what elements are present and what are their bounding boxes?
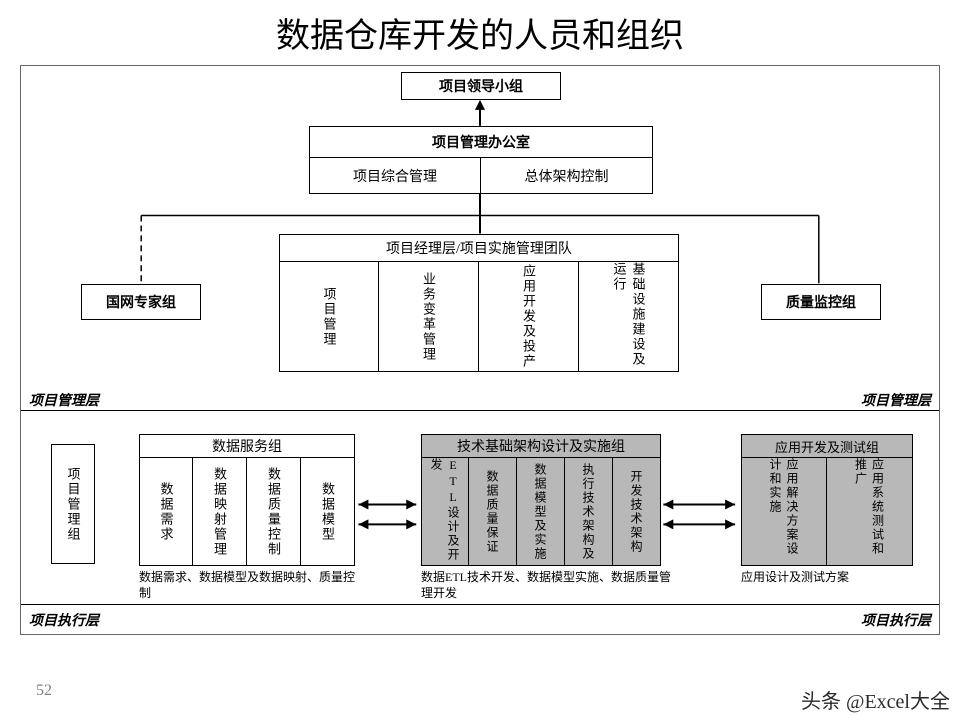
- data-service-header: 数据服务组: [139, 434, 355, 458]
- ds-note: 数据需求、数据模型及数据映射、质量控制: [139, 570, 359, 601]
- app-header: 应用开发及测试组: [741, 434, 913, 458]
- divider-1: [21, 410, 939, 411]
- app-col-1: 应用系统测试和推广: [827, 458, 913, 566]
- pm-col-1: 业务变革管理: [379, 262, 479, 372]
- tech-col-4-label: 开发技术架构: [628, 470, 645, 554]
- pm-col-3: 基础设施建设及运行: [579, 262, 679, 372]
- tech-col-1: 数据质量保证: [469, 458, 517, 566]
- tech-col-2: 数据模型及实施: [517, 458, 565, 566]
- watermark: 头条 @Excel大全: [801, 685, 950, 714]
- tech-col-2-label: 数据模型及实施: [532, 463, 549, 561]
- pm-col-2: 应用开发及投产: [479, 262, 579, 372]
- org-chart-diagram: 项目领导小组 项目管理办公室 项目综合管理 总体架构控制 项目经理层/项目实施管…: [20, 65, 940, 635]
- pm-group-label: 项目管理组: [64, 467, 83, 542]
- pm-col-1-label: 业务变革管理: [419, 272, 438, 362]
- expert-group-box: 国网专家组: [81, 284, 201, 320]
- tech-col-4: 开发技术架构: [613, 458, 661, 566]
- page-number: 52: [36, 682, 52, 700]
- tech-note: 数据ETL技术开发、数据模型实施、数据质量管理开发: [421, 570, 671, 601]
- pm-col-3-label: 基础设施建设及运行: [610, 262, 648, 371]
- ds-col-3: 数据模型: [301, 458, 355, 566]
- tech-header: 技术基础架构设计及实施组: [421, 434, 661, 458]
- pm-col-0-label: 项目管理: [320, 287, 339, 347]
- ds-col-2: 数据质量控制: [247, 458, 301, 566]
- ds-col-3-label: 数据模型: [318, 482, 337, 542]
- pmo-box: 项目管理办公室: [309, 126, 653, 158]
- tech-col-1-label: 数据质量保证: [484, 470, 501, 554]
- tech-col-0-label: ETL设计及开发: [428, 458, 462, 565]
- exec-layer-label-left: 项目执行层: [29, 610, 99, 630]
- pm-layer-header: 项目经理层/项目实施管理团队: [279, 234, 679, 262]
- ds-col-2-label: 数据质量控制: [264, 467, 283, 557]
- pmo-right-box: 总体架构控制: [481, 158, 653, 194]
- tech-col-0: ETL设计及开发: [421, 458, 469, 566]
- ds-col-0: 数据需求: [139, 458, 193, 566]
- pm-col-2-label: 应用开发及投产: [519, 264, 538, 369]
- tech-col-3-label: 执行技术架构及: [580, 463, 597, 561]
- ds-col-1-label: 数据映射管理: [210, 467, 229, 557]
- pm-layer-label-left: 项目管理层: [29, 390, 99, 410]
- tech-col-3: 执行技术架构及: [565, 458, 613, 566]
- ds-col-1: 数据映射管理: [193, 458, 247, 566]
- qc-group-box: 质量监控组: [761, 284, 881, 320]
- pm-group-box: 项目管理组: [51, 444, 95, 564]
- app-note: 应用设计及测试方案: [741, 570, 921, 586]
- pmo-left-box: 项目综合管理: [309, 158, 481, 194]
- leader-group-box: 项目领导小组: [401, 72, 561, 100]
- pm-col-0: 项目管理: [279, 262, 379, 372]
- app-col-1-label: 应用系统测试和推广: [853, 458, 887, 565]
- ds-col-0-label: 数据需求: [157, 482, 176, 542]
- app-col-0-label: 应用解决方案设计和实施: [767, 458, 801, 565]
- app-col-0: 应用解决方案设计和实施: [741, 458, 827, 566]
- pm-layer-label-right: 项目管理层: [861, 390, 931, 410]
- divider-2: [21, 604, 939, 605]
- slide-title: 数据仓库开发的人员和组织: [0, 0, 960, 57]
- exec-layer-label-right: 项目执行层: [861, 610, 931, 630]
